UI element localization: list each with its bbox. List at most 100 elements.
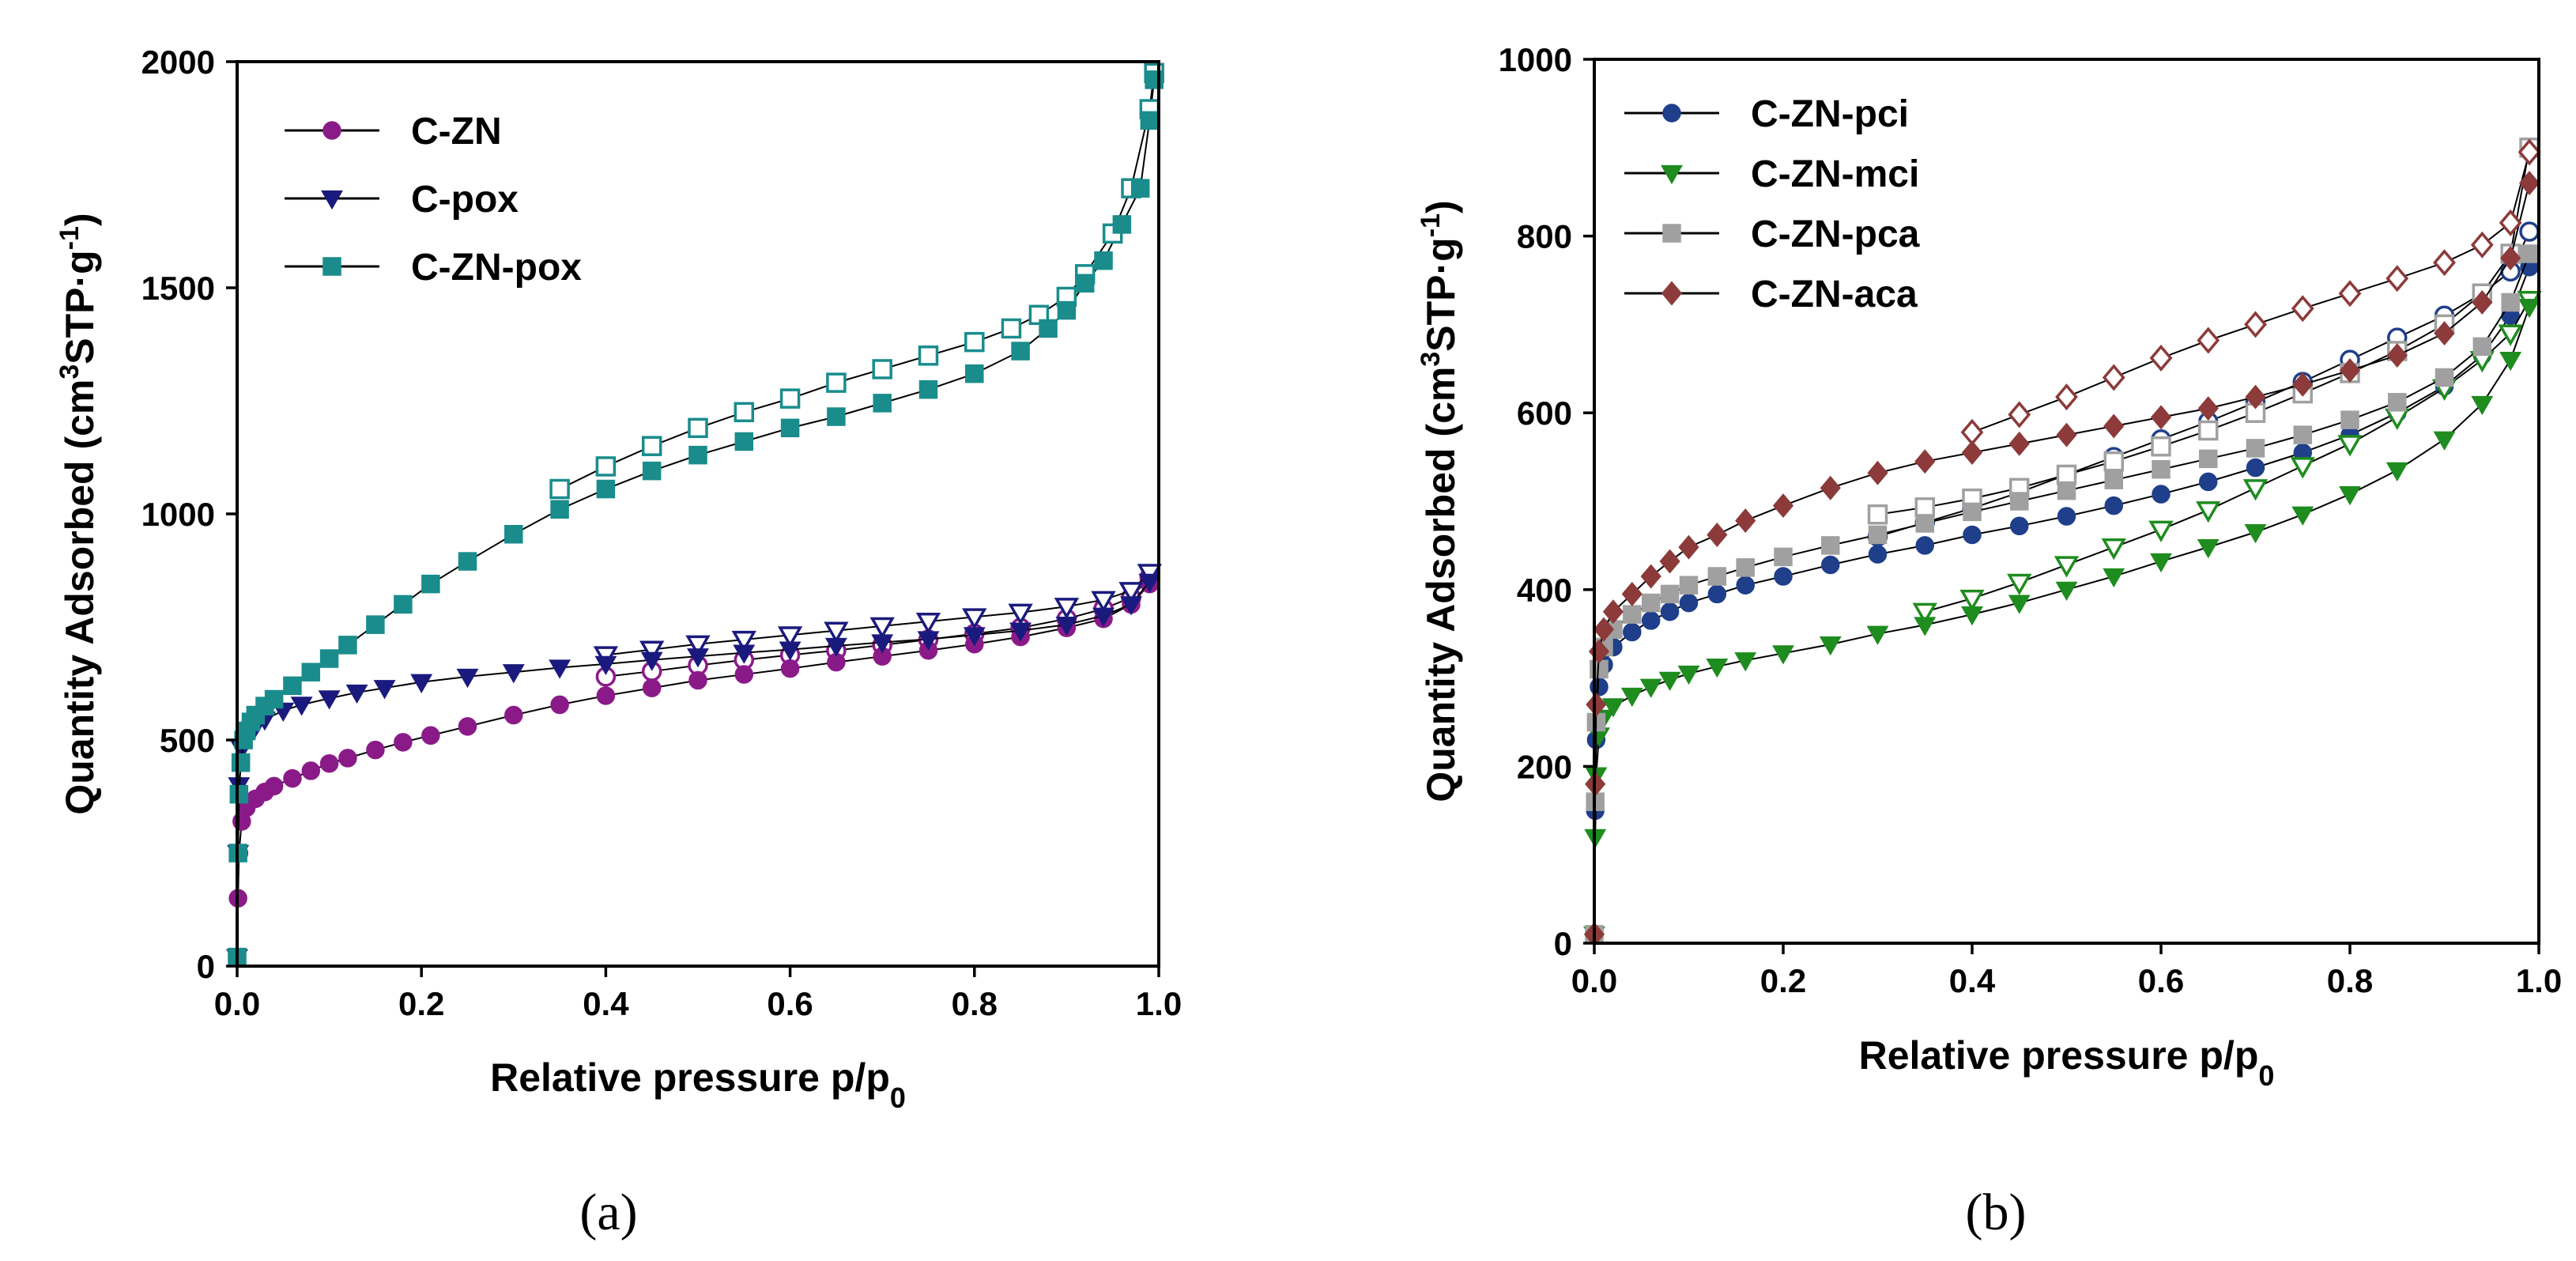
- series-C-ZN-pox-adsorption-point: [918, 379, 938, 399]
- series-C-ZN-pca-adsorption-point: [2293, 425, 2312, 444]
- series-C-ZN-aca-adsorption-point: [2150, 405, 2172, 430]
- x-tick-label: 0.6: [767, 985, 813, 1022]
- series-C-pox-desorption-point: [824, 621, 849, 644]
- series-C-ZN-pca-adsorption-point: [1821, 536, 1840, 555]
- legend-marker-C-ZN-pca: [1662, 224, 1681, 243]
- series-C-ZN-pox-adsorption-point: [283, 676, 302, 696]
- series-C-pox-desorption-point: [915, 613, 941, 635]
- series-C-ZN-mci-adsorption-point: [1620, 687, 1643, 708]
- series-C-pox-adsorption-point: [963, 627, 986, 647]
- series-C-ZN-mci-adsorption-point: [2518, 298, 2540, 319]
- series-C-ZN-pox-desorption-point: [549, 478, 570, 500]
- series-C-ZN-pci-desorption-line: [1877, 231, 2530, 538]
- series-C-ZN-mci-adsorption-point: [2244, 524, 2267, 544]
- series-C-ZN-aca-desorption-point: [2055, 383, 2078, 411]
- x-tick-label: 0.4: [1949, 962, 1996, 999]
- x-tick-label: 1.0: [1136, 985, 1182, 1022]
- series-C-ZN-pox-desorption-point: [964, 331, 985, 353]
- series-C-ZN-aca-adsorption-point: [1621, 581, 1643, 606]
- series-C-ZN-aca-adsorption-point: [2386, 343, 2408, 368]
- series-C-ZN-aca-adsorption-point: [1678, 534, 1699, 560]
- series-C-ZN-pca-adsorption-point: [1623, 605, 1642, 624]
- series-C-ZN-pca-desorption-point: [1867, 504, 1888, 525]
- series-C-ZN-aca-adsorption-point: [2339, 358, 2361, 383]
- series-C-ZN-mci-adsorption-point: [1961, 606, 1983, 626]
- series-C-ZN-mci-desorption-point: [1959, 589, 1985, 612]
- panel-a-caption: (a): [579, 1184, 637, 1241]
- series-C-ZN-pci-adsorption-point: [1623, 622, 1642, 642]
- series-C-pox-adsorption-point: [290, 697, 313, 716]
- series-C-ZN-pox-adsorption-point: [421, 574, 440, 594]
- series-C-ZN-aca-adsorption-point: [1867, 460, 1888, 485]
- series-C-pox-adsorption-point: [594, 655, 617, 676]
- series-C-ZN-pox-adsorption-point: [1094, 251, 1113, 270]
- series-C-ZN-pca-adsorption-point: [1679, 576, 1699, 595]
- series-C-ZN-aca-adsorption-point: [1640, 564, 1661, 589]
- series-C-pox-adsorption-point: [502, 664, 525, 684]
- series-C-ZN-pci-adsorption-point: [1641, 611, 1661, 630]
- series-C-ZN-pci-adsorption-point: [1679, 593, 1699, 613]
- y-tick-label: 600: [1517, 395, 1572, 432]
- series-C-ZN-pca-adsorption-point: [2104, 470, 2123, 489]
- legend-label-C-ZN-aca: C-ZN-aca: [1751, 274, 1918, 315]
- series-C-pox-desorption-point: [685, 635, 711, 657]
- series-C-pox-adsorption-point: [917, 631, 940, 651]
- legend-label-C-ZN-pox: C-ZN-pox: [411, 247, 582, 289]
- series-C-ZN-aca-adsorption-point: [2434, 321, 2455, 346]
- series-C-ZN-pox-adsorption-point: [965, 364, 984, 383]
- series-C-ZN-aca-desorption-point: [2470, 231, 2494, 259]
- series-C-ZN-mci-adsorption-point: [1677, 665, 1700, 685]
- x-tick-label: 0.0: [214, 985, 260, 1022]
- series-C-pox-adsorption-point: [824, 637, 847, 658]
- series-C-ZN-pci-adsorption-point: [1774, 567, 1793, 586]
- series-C-ZN-pox-adsorption-point: [1039, 319, 1058, 338]
- series-C-ZN-aca-adsorption-point: [2197, 396, 2219, 421]
- series-C-ZN-aca-adsorption-point: [2056, 422, 2077, 447]
- series-C-ZN-pox-adsorption-point: [1075, 274, 1095, 293]
- panel-b-legend: C-ZN-pci C-ZN-mci C-ZN-pca C-ZN-aca: [1624, 93, 1920, 315]
- series-C-ZN-mci-adsorption-point: [2103, 568, 2125, 588]
- series-C-pox-adsorption-point: [687, 648, 709, 668]
- series-C-ZN-adsorption-point: [734, 665, 754, 684]
- series-C-ZN-pca-adsorption-point: [2435, 368, 2454, 387]
- legend-marker-C-ZN-pci: [1662, 104, 1681, 123]
- chart-panel-b: 0.0 0.2 0.4 0.6 0.8 1.0 0 200 400 600 800 1000 C-ZN…: [1416, 41, 2562, 1241]
- series-C-ZN-aca-adsorption-point: [2518, 171, 2540, 195]
- series-C-pox-desorption-point: [869, 617, 895, 640]
- series-C-pox-adsorption-point: [410, 674, 433, 693]
- series-C-ZN-aca-adsorption-point: [1593, 617, 1615, 642]
- legend-marker-C-ZN-aca: [1661, 281, 1683, 306]
- panel-a-legend: C-ZN C-pox C-ZN-pox: [285, 111, 582, 289]
- series-C-ZN-adsorption-point: [283, 768, 302, 788]
- series-C-pox-desorption-point: [731, 630, 756, 653]
- series-C-ZN-mci-adsorption-point: [1601, 698, 1624, 718]
- series-C-ZN-pci-adsorption-point: [2010, 516, 2029, 536]
- series-C-ZN-mci-adsorption-point: [1658, 671, 1681, 691]
- series-C-ZN-mci-adsorption-point: [2197, 539, 2220, 559]
- series-C-ZN-pci-adsorption-point: [1821, 555, 1840, 575]
- x-tick-label: 0.2: [398, 985, 444, 1022]
- series-C-pox-adsorption-point: [1055, 617, 1078, 636]
- series-C-ZN-aca-adsorption-point: [2245, 384, 2266, 410]
- series-C-pox-adsorption-point: [1138, 573, 1161, 593]
- series-C-pox-adsorption-point: [456, 668, 479, 689]
- y-tick-label: 400: [1517, 572, 1572, 609]
- series-C-ZN-mci-adsorption-point: [2055, 581, 2078, 601]
- series-C-ZN-pox-desorption-point: [826, 372, 847, 393]
- panel-a-x-axis-title: Relative pressure p/p0: [490, 1055, 906, 1114]
- legend-marker-C-ZN-pox: [322, 257, 341, 276]
- y-tick-label: 1000: [1499, 41, 1572, 78]
- series-C-ZN-aca-adsorption-point: [1961, 440, 1983, 465]
- series-C-pox-desorption-point: [777, 626, 803, 648]
- x-tick-label: 0.4: [583, 985, 629, 1022]
- series-C-ZN-pox-desorption-point: [641, 436, 662, 456]
- series-C-ZN-pca-adsorption-point: [2057, 481, 2076, 500]
- series-C-ZN-adsorption-point: [596, 686, 616, 705]
- series-C-ZN-mci-desorption-point: [1912, 602, 1937, 625]
- series-C-ZN-aca-adsorption-point: [1772, 493, 1794, 519]
- series-C-ZN-aca-adsorption-point: [1914, 449, 1936, 474]
- series-C-ZN-adsorption-point: [366, 740, 385, 760]
- series-C-ZN-pci-adsorption-point: [1868, 545, 1888, 564]
- series-C-ZN-pca-desorption-point: [2103, 451, 2124, 472]
